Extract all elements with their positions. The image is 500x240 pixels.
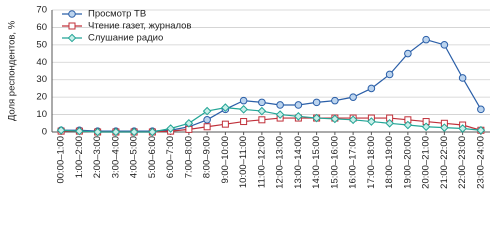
data-point (404, 49, 412, 58)
data-point (56, 125, 66, 135)
y-tick-label: 0 (42, 127, 47, 138)
y-tick-label: 50 (36, 39, 47, 50)
data-point (385, 118, 394, 128)
data-point (203, 123, 211, 131)
x-tick-label: 12:00–13:00 (275, 136, 286, 189)
data-point (166, 124, 175, 133)
y-tick-label: 40 (36, 57, 47, 68)
data-point (276, 101, 284, 109)
chart: Доля респондентов, % 0 10 20 30 40 50 60 70 00:0… (7, 5, 490, 189)
y-tick-label: 60 (36, 22, 47, 33)
data-point (312, 98, 321, 107)
data-point (440, 41, 449, 49)
data-point (258, 98, 266, 107)
x-tick-label: 15:00–16:00 (329, 136, 340, 189)
x-tick-label: 16:00–17:00 (348, 136, 359, 189)
x-tick-label: 10:00–11:00 (238, 136, 249, 188)
data-point (221, 103, 230, 112)
data-point (348, 115, 358, 125)
legend-label: Просмотр ТВ (88, 9, 146, 20)
legend-label: Чтение газет, журналов (88, 21, 191, 32)
data-point (312, 113, 321, 123)
legend-swatch-marker (67, 33, 77, 43)
data-point (458, 74, 467, 82)
x-tick-label: 23:00–24:00 (475, 136, 486, 189)
data-point (422, 35, 430, 44)
x-tick-label: 18:00–19:00 (384, 136, 395, 189)
data-point (203, 116, 211, 124)
data-point (403, 120, 413, 130)
data-point (129, 127, 139, 137)
y-tick-label: 70 (36, 5, 47, 16)
x-tick-label: 5:00–6:00 (147, 136, 158, 178)
x-tick-label: 20:00–21:00 (421, 136, 432, 189)
y-axis-label: Доля респондентов, % (7, 20, 18, 121)
data-point (257, 106, 267, 116)
data-point (331, 96, 339, 105)
series-line (61, 106, 481, 133)
data-point (93, 127, 102, 137)
x-tick-label: 13:00–14:00 (293, 136, 304, 189)
data-point (221, 120, 229, 128)
data-point (258, 116, 266, 124)
x-tick-label: 22:00–23:00 (457, 136, 468, 189)
data-point (421, 122, 431, 132)
legend-label: Слушание радио (88, 33, 163, 44)
x-tick-label: 3:00–4:00 (110, 136, 121, 178)
x-tick-label: 1:00–2:00 (74, 136, 85, 178)
x-tick-label: 00:00–1:00 (56, 136, 67, 184)
x-tick-label: 8:00–9:00 (202, 136, 213, 178)
data-point (367, 84, 376, 93)
x-tick-label: 19:00–20:00 (402, 136, 413, 189)
data-point (440, 123, 449, 132)
y-tick-label: 20 (36, 92, 47, 103)
data-point (202, 106, 212, 116)
x-tick-label: 2:00–3:00 (92, 136, 103, 178)
data-point (458, 124, 467, 133)
y-tick-label: 10 (36, 109, 47, 120)
series-line (61, 117, 482, 133)
data-point (294, 112, 303, 121)
x-tick-label: 21:00–22:00 (439, 136, 450, 189)
data-point (349, 93, 357, 101)
data-point (294, 101, 303, 109)
x-tick-label: 14:00–15:00 (311, 136, 322, 189)
x-tick-label: 7:00–8:00 (183, 136, 194, 178)
data-point (148, 127, 157, 137)
legend-swatch-marker (68, 10, 76, 18)
data-point (184, 118, 194, 128)
x-tick-label: 17:00–18:00 (366, 136, 377, 189)
data-point (476, 125, 486, 135)
data-point (477, 105, 485, 114)
data-point (367, 117, 376, 126)
x-tick-label: 11:00–12:00 (256, 136, 267, 188)
data-point (239, 96, 248, 105)
series-line (61, 38, 482, 132)
data-point (75, 126, 84, 136)
x-tick-label: 4:00–5:00 (129, 136, 140, 178)
x-tick-label: 9:00–10:00 (220, 136, 231, 184)
data-point (239, 105, 248, 114)
data-point (385, 70, 394, 79)
x-tick-label: 6:00–7:00 (165, 136, 176, 178)
data-point (240, 118, 248, 126)
legend-swatch-marker (68, 22, 76, 30)
data-point (330, 114, 340, 124)
y-tick-label: 30 (36, 74, 47, 85)
data-point (275, 110, 285, 119)
data-point (111, 127, 121, 137)
